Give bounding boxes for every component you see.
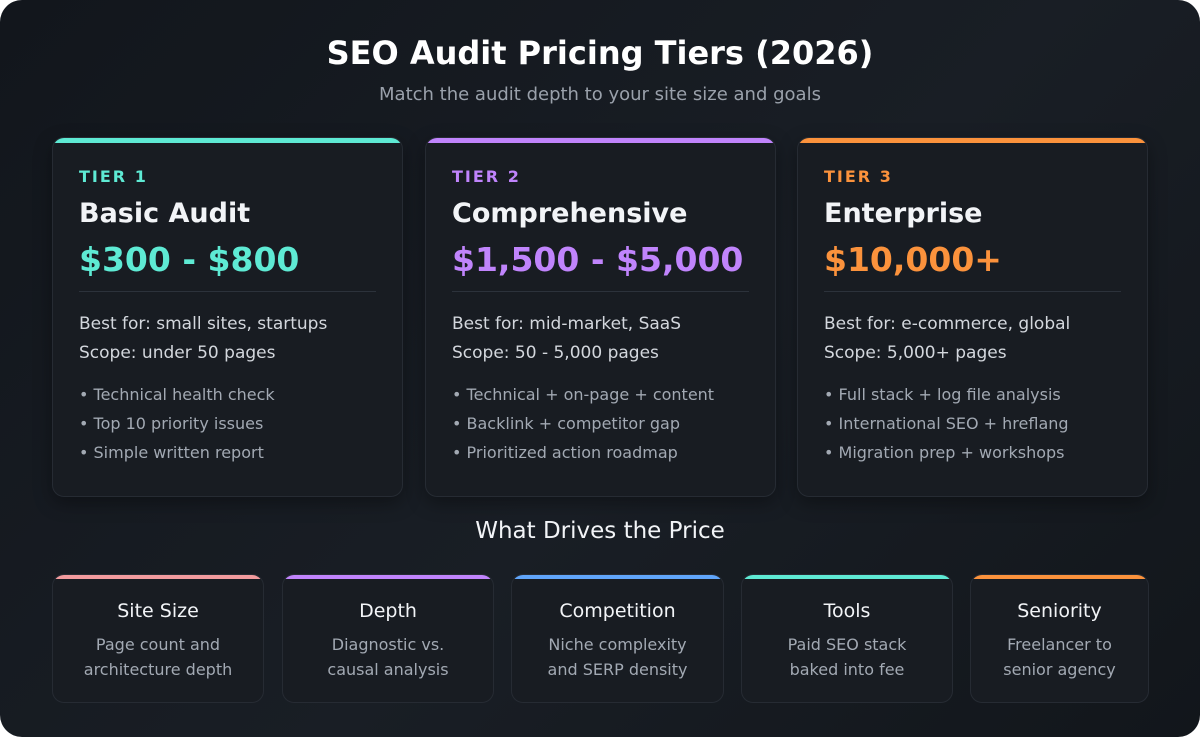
driver-card-5: Seniority Freelancer to senior agency	[970, 574, 1149, 703]
tier-feature: • Simple written report	[79, 443, 264, 462]
driver-desc-line1: Page count and	[95, 635, 221, 654]
tier-name: Comprehensive	[452, 198, 688, 229]
divider	[824, 291, 1121, 292]
tier-feature: • Full stack + log file analysis	[824, 385, 1061, 404]
tier-scope: Scope: 5,000+ pages	[824, 343, 1007, 363]
divider	[452, 291, 749, 292]
tier-price: $1,500 - $5,000	[452, 240, 744, 279]
driver-accent-bar	[971, 575, 1148, 579]
driver-accent-bar	[512, 575, 723, 579]
tier-feature: • International SEO + hreflang	[824, 414, 1069, 433]
drivers-title: What Drives the Price	[475, 518, 725, 544]
driver-desc-line2: baked into fee	[789, 660, 905, 679]
tier-label: TIER 3	[824, 167, 893, 186]
driver-desc-line2: senior agency	[1003, 660, 1116, 679]
driver-card-2: Depth Diagnostic vs. causal analysis	[282, 574, 494, 703]
driver-desc-line2: causal analysis	[327, 660, 449, 679]
page-title: SEO Audit Pricing Tiers (2026)	[326, 34, 874, 72]
driver-desc-line1: Paid SEO stack	[787, 635, 907, 654]
tier-name: Basic Audit	[79, 198, 251, 229]
driver-desc-line2: and SERP density	[547, 660, 688, 679]
divider	[79, 291, 376, 292]
driver-title: Competition	[559, 600, 676, 622]
driver-title: Depth	[359, 600, 417, 622]
tier-name: Enterprise	[824, 198, 983, 229]
tier-card-2: TIER 2 Comprehensive $1,500 - $5,000 Bes…	[425, 137, 776, 497]
driver-accent-bar	[53, 575, 263, 579]
tier-feature: • Prioritized action roadmap	[452, 443, 678, 462]
driver-card-1: Site Size Page count and architecture dep…	[52, 574, 264, 703]
tier-card-3: TIER 3 Enterprise $10,000+ Best for: e-c…	[797, 137, 1148, 497]
tier-feature: • Technical health check	[79, 385, 275, 404]
driver-desc-line2: architecture depth	[83, 660, 233, 679]
tier-label: TIER 2	[452, 167, 521, 186]
tier-best-for: Best for: mid-market, SaaS	[452, 314, 682, 334]
driver-desc-line1: Freelancer to	[1007, 635, 1112, 654]
driver-accent-bar	[742, 575, 952, 579]
driver-desc-line1: Niche complexity	[548, 635, 687, 654]
driver-card-4: Tools Paid SEO stack baked into fee	[741, 574, 953, 703]
tier-scope: Scope: 50 - 5,000 pages	[452, 343, 659, 363]
driver-title: Site Size	[117, 600, 199, 622]
tier-accent-bar	[53, 138, 402, 143]
tier-label: TIER 1	[79, 167, 148, 186]
driver-desc-line1: Diagnostic vs.	[331, 635, 445, 654]
tier-feature: • Top 10 priority issues	[79, 414, 264, 433]
tier-feature: • Technical + on-page + content	[452, 385, 715, 404]
page-subtitle: Match the audit depth to your site size …	[379, 84, 821, 105]
tier-price: $300 - $800	[79, 240, 300, 279]
tier-price: $10,000+	[824, 240, 1002, 279]
tier-feature: • Migration prep + workshops	[824, 443, 1065, 462]
driver-title: Seniority	[1017, 600, 1102, 622]
driver-accent-bar	[283, 575, 493, 579]
tier-accent-bar	[798, 138, 1147, 143]
tier-best-for: Best for: small sites, startups	[79, 314, 328, 334]
driver-card-3: Competition Niche complexity and SERP den…	[511, 574, 724, 703]
tier-best-for: Best for: e-commerce, global	[824, 314, 1071, 334]
tier-card-1: TIER 1 Basic Audit $300 - $800 Best for:…	[52, 137, 403, 497]
tier-scope: Scope: under 50 pages	[79, 343, 276, 363]
tier-feature: • Backlink + competitor gap	[452, 414, 680, 433]
tier-accent-bar	[426, 138, 775, 143]
driver-title: Tools	[823, 600, 871, 622]
